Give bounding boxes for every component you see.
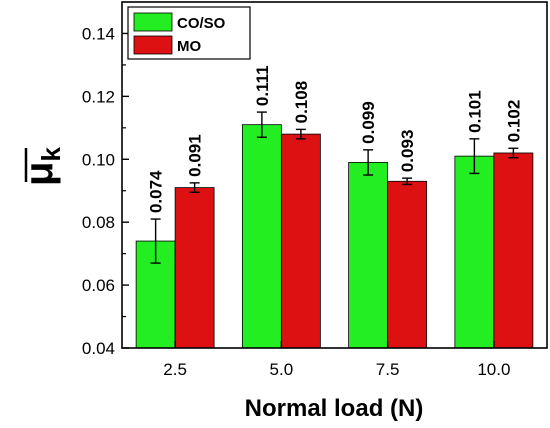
- y-tick-label: 0.06: [82, 276, 115, 295]
- x-tick-label: 2.5: [163, 360, 187, 379]
- bars-layer: [135, 124, 534, 349]
- data-labels-layer: 0.074 0.091 0.111 0.108 0.099 0.093 0.101 0.102: [147, 65, 524, 213]
- legend-swatch-mo: [133, 35, 173, 55]
- bar-mo-5.0: [280, 133, 321, 349]
- y-axis: 0.04 0.06 0.08 0.10 0.12 0.14: [82, 24, 129, 358]
- data-label: 0.101: [465, 90, 484, 133]
- y-axis-title-subscript: k: [36, 147, 66, 162]
- error-bar: [508, 147, 519, 159]
- y-tick-label: 0.10: [82, 150, 115, 169]
- bar-mo-7.5: [387, 180, 428, 349]
- x-tick-label: 5.0: [270, 360, 294, 379]
- plot-frame: [121, 1, 548, 349]
- bar-mo-2.5: [174, 187, 215, 349]
- error-bar: [402, 177, 413, 186]
- legend-swatch-co-so: [133, 12, 173, 32]
- bar-co-so-5.0: [241, 124, 282, 349]
- y-axis-title: μk: [17, 147, 66, 186]
- x-axis: 2.5 5.0 7.5 10.0: [163, 341, 510, 379]
- data-label: 0.108: [292, 81, 311, 124]
- error-bars-layer: [150, 111, 519, 264]
- data-label: 0.074: [147, 170, 166, 213]
- data-label: 0.093: [398, 130, 417, 173]
- x-tick-label: 7.5: [376, 360, 400, 379]
- x-axis-title: Normal load (N): [245, 395, 424, 422]
- data-label: 0.111: [253, 65, 272, 106]
- x-tick-label: 10.0: [477, 360, 510, 379]
- data-label: 0.102: [504, 100, 523, 143]
- error-bar: [363, 149, 374, 176]
- legend-label-mo: MO: [177, 38, 201, 55]
- bar-mo-10.0: [493, 152, 534, 349]
- error-bar: [256, 111, 267, 138]
- bar-co-so-10.0: [454, 155, 495, 349]
- bar-co-so-7.5: [348, 162, 389, 349]
- y-tick-label: 0.08: [82, 213, 115, 232]
- error-bar: [469, 138, 480, 175]
- y-tick-label: 0.14: [82, 24, 115, 43]
- error-bar: [189, 182, 200, 194]
- error-bar: [295, 128, 306, 140]
- error-bar: [150, 218, 161, 264]
- legend-label-co-so: CO/SO: [177, 15, 226, 32]
- data-label: 0.091: [186, 134, 205, 177]
- data-label: 0.099: [359, 101, 378, 144]
- legend: CO/SO MO: [127, 6, 251, 60]
- y-tick-label: 0.04: [82, 339, 115, 358]
- y-tick-label: 0.12: [82, 87, 115, 106]
